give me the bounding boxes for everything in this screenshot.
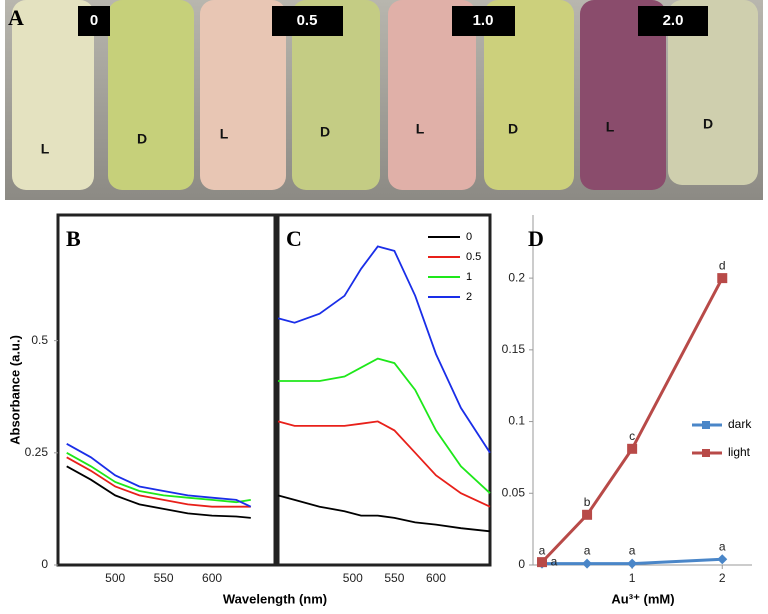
x-tick-label: 1 (629, 571, 636, 585)
vial-label: L (416, 121, 425, 137)
legend-label: 0.5 (466, 251, 481, 263)
point-label: a (719, 539, 726, 553)
series-line (66, 456, 251, 508)
vial-label: D (137, 131, 147, 147)
y-tick-label: 0.15 (502, 342, 526, 356)
y-tick-label: 0 (41, 557, 48, 571)
y-tick-label: 0.2 (508, 270, 525, 284)
concentration-label: 1.0 (473, 12, 494, 29)
vial-label: L (41, 141, 50, 157)
point-label: d (719, 258, 726, 272)
point-label: b (584, 495, 591, 509)
marker (582, 558, 593, 569)
vial (292, 0, 380, 190)
label-box (78, 6, 110, 36)
x-tick-label: 550 (154, 571, 174, 585)
marker (582, 509, 593, 520)
x-tick-label: 2 (719, 571, 726, 585)
legend-label: 2 (466, 291, 472, 303)
vial (200, 0, 286, 190)
legend-marker (702, 449, 710, 457)
marker (627, 558, 638, 569)
x-tick-label: 550 (384, 571, 404, 585)
series-line (277, 420, 491, 508)
vial (108, 0, 194, 190)
y-tick-label: 0.25 (25, 445, 49, 459)
x-axis-label: Wavelength (nm) (223, 591, 327, 606)
vial-label: D (703, 116, 713, 132)
y-tick-label: 0.05 (502, 485, 526, 499)
y-tick-label: 0.5 (31, 333, 48, 347)
concentration-label: 0 (90, 12, 98, 29)
point-label: a (629, 544, 636, 558)
series-line (66, 452, 251, 504)
series-line (277, 245, 491, 454)
marker (537, 557, 548, 568)
concentration-label: 2.0 (663, 12, 684, 29)
vial (388, 0, 476, 190)
concentration-label: 0.5 (297, 12, 318, 29)
label-box (638, 6, 708, 36)
series-line (540, 277, 724, 564)
marker (717, 273, 728, 284)
legend-label: dark (728, 417, 752, 431)
marker (627, 443, 638, 454)
legend-marker (702, 421, 710, 429)
panel-label: A (8, 5, 24, 30)
panel-label: B (66, 226, 81, 251)
marker (717, 554, 728, 565)
legend-label: 0 (466, 231, 472, 243)
photo: A 0 0.5 1.0 2.0 L D L D L D L D (5, 0, 763, 200)
point-label: a (584, 544, 591, 558)
vial-label: D (320, 124, 330, 140)
label-box (272, 6, 343, 36)
point-label: c (629, 429, 635, 443)
legend-label: light (728, 445, 751, 459)
vial (484, 0, 574, 190)
plot-frame (56, 213, 277, 567)
series-line (542, 557, 723, 566)
x-tick-label: 500 (343, 571, 363, 585)
x-tick-label: 500 (105, 571, 125, 585)
plot-frame (276, 213, 492, 567)
series-line (277, 494, 491, 533)
point-label: a (551, 554, 558, 568)
vial-label: L (606, 119, 615, 135)
y-tick-label: 0.1 (508, 414, 525, 428)
vial (668, 0, 758, 185)
x-tick-label: 600 (202, 571, 222, 585)
series-line (66, 465, 251, 519)
vial (12, 0, 94, 190)
point-label: a (539, 544, 546, 558)
y-tick-label: 0 (518, 557, 525, 571)
panel-label: D (528, 226, 544, 251)
x-axis-label: Au³⁺ (mM) (611, 591, 674, 606)
panel-label: C (286, 226, 302, 251)
vial-label: D (508, 121, 518, 137)
vial-label: L (220, 126, 229, 142)
vial (580, 0, 666, 190)
label-box (452, 6, 515, 36)
y-axis-label: Absorbance (a.u.) (7, 335, 22, 445)
series-line (278, 357, 491, 494)
x-tick-label: 600 (426, 571, 446, 585)
legend-label: 1 (466, 271, 472, 283)
series-line (66, 443, 252, 508)
